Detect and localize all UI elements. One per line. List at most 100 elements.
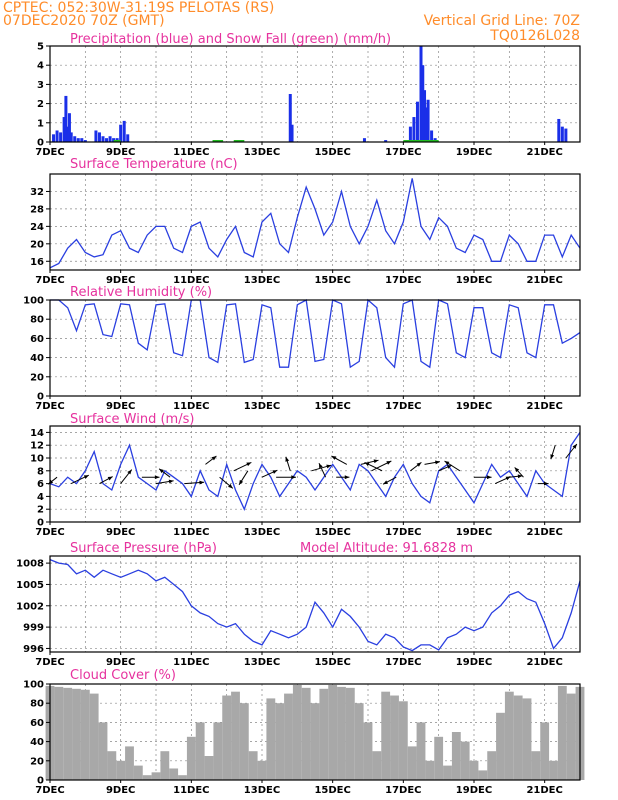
cloud-bar <box>239 703 249 780</box>
y-tick-label: 2 <box>37 505 44 516</box>
cloud-bar <box>142 775 152 780</box>
y-tick-label: 1008 <box>16 559 44 570</box>
cloud-bar <box>284 693 293 780</box>
x-tick-label: 19DEC <box>456 785 492 796</box>
cloud-bar <box>160 751 170 780</box>
x-tick-label: 13DEC <box>244 785 280 796</box>
x-tick-label: 19DEC <box>456 527 492 538</box>
cloud-bar <box>301 687 311 780</box>
cloud-bar <box>531 751 541 780</box>
x-tick-label: 9DEC <box>106 657 135 668</box>
cloud-bar <box>381 691 391 780</box>
precip-bar <box>560 126 564 142</box>
x-tick-label: 13DEC <box>244 401 280 412</box>
panel-title: Surface Temperature (nC) <box>70 157 238 172</box>
precip-bar <box>108 136 112 142</box>
x-tick-label: 21DEC <box>526 275 562 286</box>
wind-arrowhead <box>444 461 450 466</box>
precip-bar <box>564 128 568 142</box>
cloud-bar <box>496 712 505 780</box>
cloud-bar <box>98 722 108 780</box>
wind-arrowhead <box>344 475 350 480</box>
cloud-bar <box>80 689 90 780</box>
series-line <box>49 558 581 652</box>
cloud-bar <box>186 736 196 780</box>
y-tick-label: 1002 <box>16 601 44 612</box>
y-tick-label: 40 <box>30 737 44 748</box>
y-tick-label: 0 <box>37 138 44 149</box>
x-tick-label: 7DEC <box>35 657 64 668</box>
y-tick-label: 1 <box>37 118 44 129</box>
x-tick-label: 9DEC <box>106 147 135 158</box>
y-tick-label: 32 <box>30 187 44 198</box>
wind-arrowhead <box>435 460 440 465</box>
cloud-bar <box>354 703 364 780</box>
cloud-bar <box>319 688 329 780</box>
x-tick-label: 17DEC <box>385 147 421 158</box>
precip-bar <box>419 46 423 142</box>
x-tick-label: 7DEC <box>35 785 64 796</box>
wind-arrowhead <box>246 462 252 467</box>
y-tick-label: 20 <box>30 239 44 250</box>
x-tick-label: 17DEC <box>385 527 421 538</box>
panel-title: Cloud Cover (%) <box>70 668 176 683</box>
cloud-bar <box>407 746 417 780</box>
cloud-bar <box>345 687 355 780</box>
y-tick-label: 0 <box>37 518 44 529</box>
cloud-bar <box>72 688 81 780</box>
model-altitude-label: Model Altitude: 91.6828 m <box>300 541 473 556</box>
y-tick-label: 4 <box>37 61 44 72</box>
wind-arrowhead <box>127 469 132 475</box>
y-tick-label: 10 <box>30 454 44 465</box>
y-tick-label: 80 <box>30 699 44 710</box>
y-tick-label: 100 <box>23 296 44 307</box>
wind-arrowhead <box>168 479 174 484</box>
wind-arrowhead <box>154 475 160 480</box>
cloud-bar <box>363 722 373 780</box>
x-tick-label: 7DEC <box>35 147 64 158</box>
panel-frame <box>49 299 581 397</box>
y-tick-label: 6 <box>37 479 44 490</box>
panel-frame <box>49 45 581 143</box>
cloud-bar <box>213 722 223 780</box>
x-tick-label: 19DEC <box>456 657 492 668</box>
x-tick-label: 13DEC <box>244 147 280 158</box>
precip-bar <box>69 132 73 142</box>
precip-bar <box>415 101 419 142</box>
y-tick-label: 20 <box>30 756 44 767</box>
precip-bar <box>80 138 84 142</box>
x-tick-label: 19DEC <box>456 147 492 158</box>
cloud-bar <box>390 695 399 780</box>
panel-frame <box>49 425 581 523</box>
x-tick-label: 9DEC <box>106 275 135 286</box>
x-tick-label: 15DEC <box>314 275 350 286</box>
precip-bar <box>52 134 56 142</box>
y-tick-label: 24 <box>30 222 44 233</box>
x-tick-label: 21DEC <box>526 527 562 538</box>
header-station: CPTEC: 052:30W-31:19S PELOTAS (RS) <box>3 0 274 16</box>
precip-bar <box>384 140 388 142</box>
precip-bar <box>83 140 87 142</box>
x-tick-label: 11DEC <box>173 147 209 158</box>
cloud-bar <box>63 687 73 780</box>
wind-arrowhead <box>550 454 555 460</box>
precip-bar <box>430 130 434 142</box>
wind-arrowhead <box>239 479 244 485</box>
x-tick-label: 13DEC <box>244 275 280 286</box>
cloud-bar <box>434 736 444 780</box>
x-tick-label: 17DEC <box>385 401 421 412</box>
y-tick-label: 80 <box>30 315 44 326</box>
wind-arrowhead <box>505 476 511 481</box>
x-tick-label: 15DEC <box>314 527 350 538</box>
cloud-bar <box>398 701 408 780</box>
y-tick-label: 0 <box>37 776 44 787</box>
cloud-bar <box>266 698 276 780</box>
cloud-bar <box>504 691 514 780</box>
y-tick-label: 2 <box>37 99 44 110</box>
y-tick-label: 999 <box>23 623 44 634</box>
cloud-bar <box>451 732 461 780</box>
cloud-bar <box>107 751 117 780</box>
wind-arrowhead <box>514 467 520 473</box>
header-run-date: 07DEC2020 70Z (GMT) <box>3 13 165 29</box>
